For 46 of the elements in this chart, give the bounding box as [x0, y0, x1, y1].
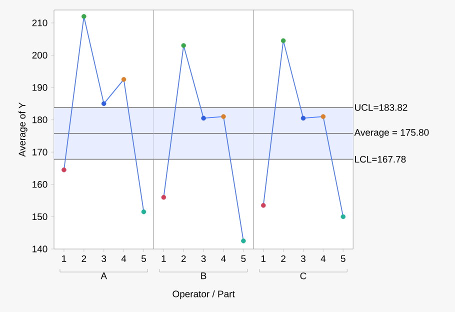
x-tick-label: 1	[62, 255, 66, 262]
point	[280, 38, 286, 44]
point	[241, 238, 246, 244]
x-tick-label: 5	[241, 255, 246, 262]
y-tick-label: 210	[32, 20, 48, 26]
point	[221, 114, 226, 119]
x-tick-label: 1	[162, 255, 166, 262]
x-tick-label: 4	[320, 255, 326, 262]
point	[101, 101, 106, 106]
ref-line-label: LCL=167.78	[355, 156, 406, 163]
x-tick-label: 4	[221, 255, 226, 262]
x-axis-title: B	[201, 272, 206, 280]
y-tick-label: 140	[32, 246, 48, 252]
x-tick-label: 2	[181, 255, 186, 262]
y-tick-label: 160	[32, 181, 48, 188]
y-tick-label: 150	[32, 213, 48, 220]
x-tick-label: 2	[281, 255, 286, 262]
point	[340, 214, 346, 220]
x-tick-label: 3	[300, 255, 306, 262]
y-tick-label: 170	[32, 148, 48, 156]
point	[161, 194, 166, 200]
text: Operator / Part	[172, 290, 235, 300]
y-tick-label: 200	[32, 52, 48, 59]
x-axis-title: C	[300, 272, 306, 280]
point	[181, 43, 186, 48]
point	[62, 167, 66, 172]
x-tick-label: 3	[102, 255, 106, 262]
x-axis-title: A	[100, 272, 107, 280]
x-tick-label: 1	[261, 255, 266, 262]
point	[300, 116, 306, 121]
y-tick-label: 190	[32, 84, 48, 91]
x-tick-label: 3	[201, 255, 206, 262]
point	[141, 209, 146, 214]
point	[320, 114, 326, 119]
point	[201, 116, 206, 121]
x-tick-label: 5	[340, 255, 346, 262]
ref-line-label: Average = 175.80	[354, 129, 429, 138]
y-tick-label: 180	[32, 116, 48, 124]
x-tick-label: 5	[141, 255, 146, 262]
ref-line-label: UCL=183.82	[355, 104, 408, 111]
point	[121, 77, 126, 82]
x-tick-label: 2	[82, 255, 86, 262]
point	[82, 14, 86, 19]
point	[260, 203, 266, 208]
y-axis-title: Average of Y	[18, 102, 28, 157]
x-tick-label: 4	[121, 255, 126, 262]
